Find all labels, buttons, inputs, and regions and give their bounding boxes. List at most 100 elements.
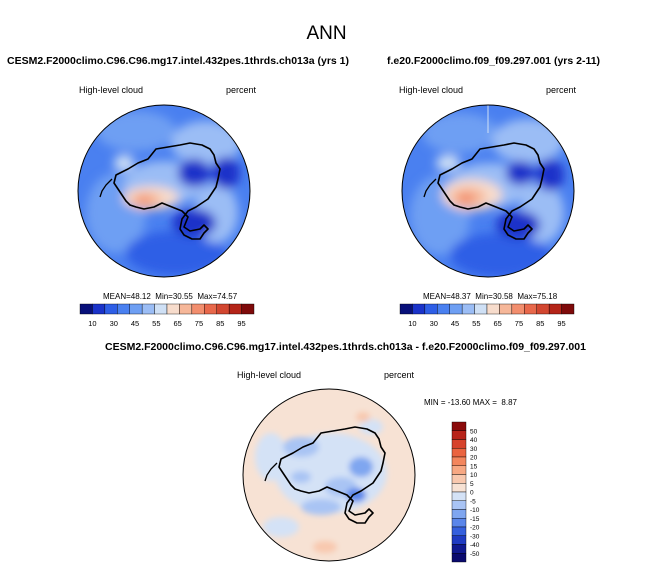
colorbar-box [451,535,467,545]
panel-1-stats: MEAN=48.12 Min=30.55 Max=74.57 [103,292,237,301]
colorbar-tick-label: 65 [493,319,501,328]
colorbar-tick-label: 45 [451,319,459,328]
colorbar-box [117,303,130,315]
colorbar-box [451,448,467,458]
colorbar-tick-label: 20 [470,455,478,462]
colorbar-tick-label: -50 [470,551,480,558]
colorbar-box [166,303,180,315]
max-label: MAX = [472,398,497,407]
colorbar-box [104,303,118,315]
min-label: MIN = [424,398,446,407]
panel-3-title: CESM2.F2000climo.C96.C96.mg17.intel.432p… [105,341,586,353]
panel-1-coastline [113,142,221,240]
colorbar-box [451,456,467,466]
colorbar-box [141,303,155,315]
min-value: 30.58 [492,292,513,301]
colorbar-box [451,491,467,501]
min-label: Min= [475,292,493,301]
colorbar-tick-label: 95 [237,319,245,328]
colorbar-tick-label: -30 [470,533,480,540]
panel-1-polar-map [77,104,251,278]
colorbar-box [204,303,217,315]
panel-2-polar-map [401,104,575,278]
colorbar-tick-label: 55 [152,319,160,328]
colorbar-tick-label: 50 [470,428,478,435]
colorbar-tick-label: 10 [470,472,478,479]
colorbar-tick-label: 75 [515,319,523,328]
panel-2-variable-label: High-level cloud [399,85,464,95]
colorbar-box [79,303,93,315]
colorbar-box [437,303,450,315]
colorbar-tick-label: 65 [173,319,181,328]
colorbar-box [524,303,537,315]
min-label: Min= [155,292,173,301]
colorbar-box [451,509,467,519]
colorbar-box [451,421,467,431]
colorbar-box [449,303,463,315]
colorbar-tick-label: 30 [110,319,118,328]
mean-value: 48.12 [130,292,151,301]
panel-3-peninsula [264,462,278,482]
colorbar-tick-label: -5 [470,498,476,505]
colorbar-box [451,430,467,440]
colorbar-tick-label: -40 [470,542,480,549]
colorbar-box [451,465,467,475]
colorbar-box [451,439,467,449]
colorbar-tick-label: -15 [470,516,480,523]
colorbar-tick-label: 85 [216,319,224,328]
panel-1-map-border [77,104,251,278]
mean-label: MEAN= [423,292,451,301]
panel-2-title: f.e20.F2000climo.f09_f09.297.001 (yrs 2-… [387,55,601,67]
colorbar-box [451,526,467,536]
colorbar-tick-label: 40 [470,437,478,444]
colorbar-box [216,303,230,315]
max-value: 74.57 [217,292,238,301]
panel-2-colorbar: 10 30 45 55 65 75 85 95 [399,303,575,328]
max-value: 8.87 [501,398,517,407]
panel-2-coastline [437,142,545,240]
colorbar-tick-label: 10 [88,319,96,328]
page-title: ANN [306,23,347,44]
panel-3-stats: MIN = -13.60 MAX = 8.87 [424,398,517,407]
colorbar-box [474,303,488,315]
colorbar-box [129,303,143,315]
colorbar-box [92,303,106,315]
colorbar-box [228,303,242,315]
colorbar-tick-label: 55 [472,319,480,328]
colorbar-tick-label: -20 [470,525,480,532]
colorbar-box [191,303,205,315]
panel-2-stats: MEAN=48.37 Min=30.58 Max=75.18 [423,292,557,301]
colorbar-box [548,303,562,315]
colorbar-tick-label: 75 [195,319,203,328]
colorbar-tick-label: 10 [408,319,416,328]
colorbar-box [486,303,500,315]
colorbar-tick-label: 5 [470,481,474,488]
panel-1-variable-label: High-level cloud [79,85,144,95]
colorbar-box [179,303,193,315]
colorbar-box [451,500,467,510]
colorbar-box [241,303,255,315]
colorbar-box [399,303,413,315]
colorbar-box [536,303,550,315]
colorbar-box [451,483,467,493]
min-value: -13.60 [447,398,471,407]
max-label: Max= [197,292,218,301]
colorbar-tick-label: 15 [470,463,478,470]
panel-1-colorbar: 10 30 45 55 65 75 85 95 [79,303,255,328]
max-label: Max= [517,292,538,301]
colorbar-tick-label: 30 [430,319,438,328]
colorbar-box [451,553,467,563]
panel-2-units-label: percent [546,85,577,95]
colorbar-tick-label: 45 [131,319,139,328]
colorbar-box [561,303,575,315]
colorbar-box [451,474,467,484]
colorbar-tick-label: 85 [536,319,544,328]
panel-3-polar-map [242,388,416,562]
panel-3-map-border [242,388,416,562]
colorbar-tick-label: -10 [470,507,480,514]
colorbar-box [461,303,475,315]
colorbar-box [451,518,467,528]
colorbar-tick-label: 95 [557,319,565,328]
panel-1-units-label: percent [226,85,257,95]
